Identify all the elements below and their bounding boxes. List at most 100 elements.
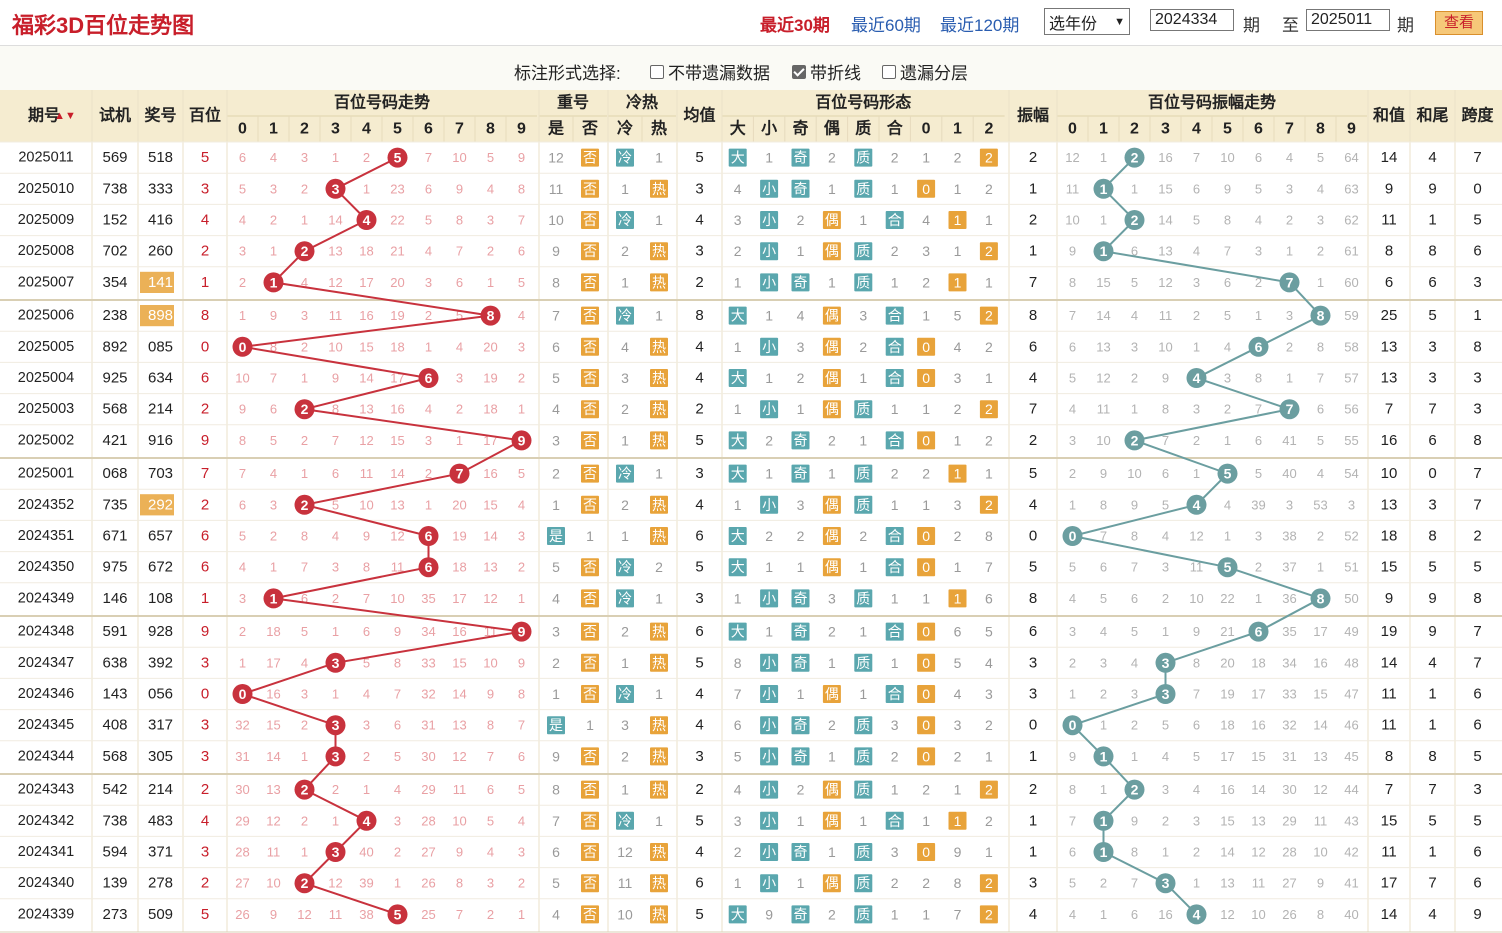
amp-miss: 13 [1096, 339, 1110, 354]
hot-badge-bg [650, 780, 668, 799]
repeat-no-badge: 否 [583, 655, 597, 671]
trend-ball-label: 1 [270, 590, 278, 606]
link-recent-120[interactable]: 最近120期 [940, 16, 1020, 35]
amp-cell: 8 [1029, 590, 1037, 607]
composite-miss: 3 [891, 844, 899, 860]
view-button[interactable]: 查看 [1435, 11, 1483, 35]
trend-miss: 1 [363, 782, 370, 797]
hundreds-cell: 1 [201, 590, 209, 607]
amp-miss: 5 [1162, 718, 1169, 733]
amp-ball [1217, 463, 1238, 484]
period-cell: 2024349 [18, 590, 74, 606]
avg-cell: 3 [695, 243, 703, 260]
amp-miss: 6 [1069, 845, 1076, 860]
cold-miss: 2 [621, 401, 629, 417]
trend-miss: 29 [421, 782, 435, 797]
trend-miss: 4 [425, 402, 432, 417]
trend-miss: 7 [456, 244, 463, 259]
amp-miss: 1 [1224, 529, 1231, 544]
amp-cell: 2 [1029, 212, 1037, 229]
repeat-miss: 4 [552, 906, 560, 922]
prime-badge: 质 [856, 655, 870, 671]
avg-cell: 4 [695, 686, 703, 703]
link-recent-30[interactable]: 最近30期 [760, 16, 830, 35]
remainder-miss: 1 [985, 748, 993, 764]
header-form-sub: 偶 [824, 119, 840, 138]
trend-miss: 11 [360, 466, 374, 481]
trend-ball [232, 336, 253, 357]
trend-miss: 2 [270, 529, 277, 544]
trend-miss: 7 [239, 466, 246, 481]
repeat-miss: 1 [552, 497, 560, 513]
even-miss: 1 [828, 274, 836, 290]
amp-miss: 1 [1255, 591, 1262, 606]
checkbox-no-miss-data[interactable]: 不带遗漏数据 [650, 59, 770, 84]
small-miss: 2 [765, 432, 773, 448]
trend-miss: 5 [239, 529, 246, 544]
hundreds-cell: 7 [201, 465, 209, 482]
header-sum: 和值 [1373, 106, 1405, 125]
remainder-miss: 4 [922, 212, 930, 228]
prime-badge-bg [854, 653, 873, 672]
amp-miss: 17 [1251, 687, 1265, 702]
odd-miss: 1 [797, 686, 805, 702]
odd-badge-bg [791, 843, 810, 861]
amp-miss: 11 [1314, 813, 1328, 828]
end-period-input[interactable]: 2025011 [1306, 9, 1390, 31]
hot-badge: 热 [652, 181, 666, 197]
amp-miss: 18 [1251, 655, 1265, 670]
prime-miss: 2 [859, 339, 867, 355]
trend-miss: 5 [518, 466, 525, 481]
amp-ball [1186, 494, 1207, 515]
repeat-no-badge-bg [581, 148, 599, 167]
checkbox-box-checked[interactable] [792, 64, 806, 79]
span-cell: 9 [1473, 906, 1481, 923]
small-miss: 2 [765, 528, 773, 544]
amp-miss: 8 [1131, 529, 1138, 544]
repeat-no-badge: 否 [583, 813, 597, 829]
small-badge: 小 [762, 274, 776, 290]
cold-miss: 4 [621, 339, 629, 355]
cold-badge: 冷 [618, 686, 632, 702]
trend-miss: 12 [328, 275, 342, 290]
sum-cell: 7 [1385, 401, 1393, 418]
trend-miss: 31 [235, 749, 249, 764]
prime-badge: 质 [856, 243, 870, 259]
amp-miss: 3 [1224, 371, 1231, 386]
trend-ball-label: 3 [332, 748, 340, 764]
repeat-no-badge-bg [581, 179, 599, 198]
amp-ball [1093, 746, 1114, 767]
even-badge: 偶 [825, 401, 839, 417]
amp-miss: 2 [1069, 655, 1076, 670]
checkbox-with-lines[interactable]: 带折线 [792, 59, 861, 84]
amp-miss: 1 [1255, 308, 1262, 323]
header-tail: 和尾 [1416, 106, 1448, 125]
avg-cell: 5 [695, 432, 703, 449]
checkbox-miss-layer[interactable]: 遗漏分层 [882, 59, 968, 84]
prime-badge: 质 [856, 466, 870, 482]
cold-badge-bg [616, 211, 634, 229]
trend-miss: 19 [452, 529, 466, 544]
remainder-badge: 2 [985, 497, 993, 513]
header-repeat-no: 否 [581, 120, 598, 138]
remainder-miss: 7 [985, 559, 993, 575]
link-recent-60[interactable]: 最近60期 [851, 16, 921, 35]
trend-miss: 4 [518, 497, 525, 512]
avg-cell: 2 [695, 781, 703, 798]
composite-miss: 1 [891, 782, 899, 798]
repeat-no-badge: 否 [583, 748, 597, 764]
prime-badge: 质 [856, 274, 870, 290]
avg-cell: 4 [695, 370, 703, 387]
trend-ball-label: 4 [363, 212, 371, 228]
start-period-input[interactable]: 2024334 [1150, 9, 1234, 31]
amp-miss: 9 [1162, 371, 1169, 386]
hot-badge-bg [650, 527, 668, 545]
table-header-bg [0, 90, 1502, 142]
tail-cell: 1 [1428, 717, 1436, 734]
amp-miss: 10 [1313, 845, 1327, 860]
year-select[interactable]: 选年份 ▼ [1044, 8, 1130, 35]
trend-miss: 4 [363, 687, 370, 702]
checkbox-box[interactable] [882, 64, 896, 79]
checkbox-box[interactable] [650, 64, 664, 79]
amp-ball-label: 2 [1131, 150, 1139, 166]
